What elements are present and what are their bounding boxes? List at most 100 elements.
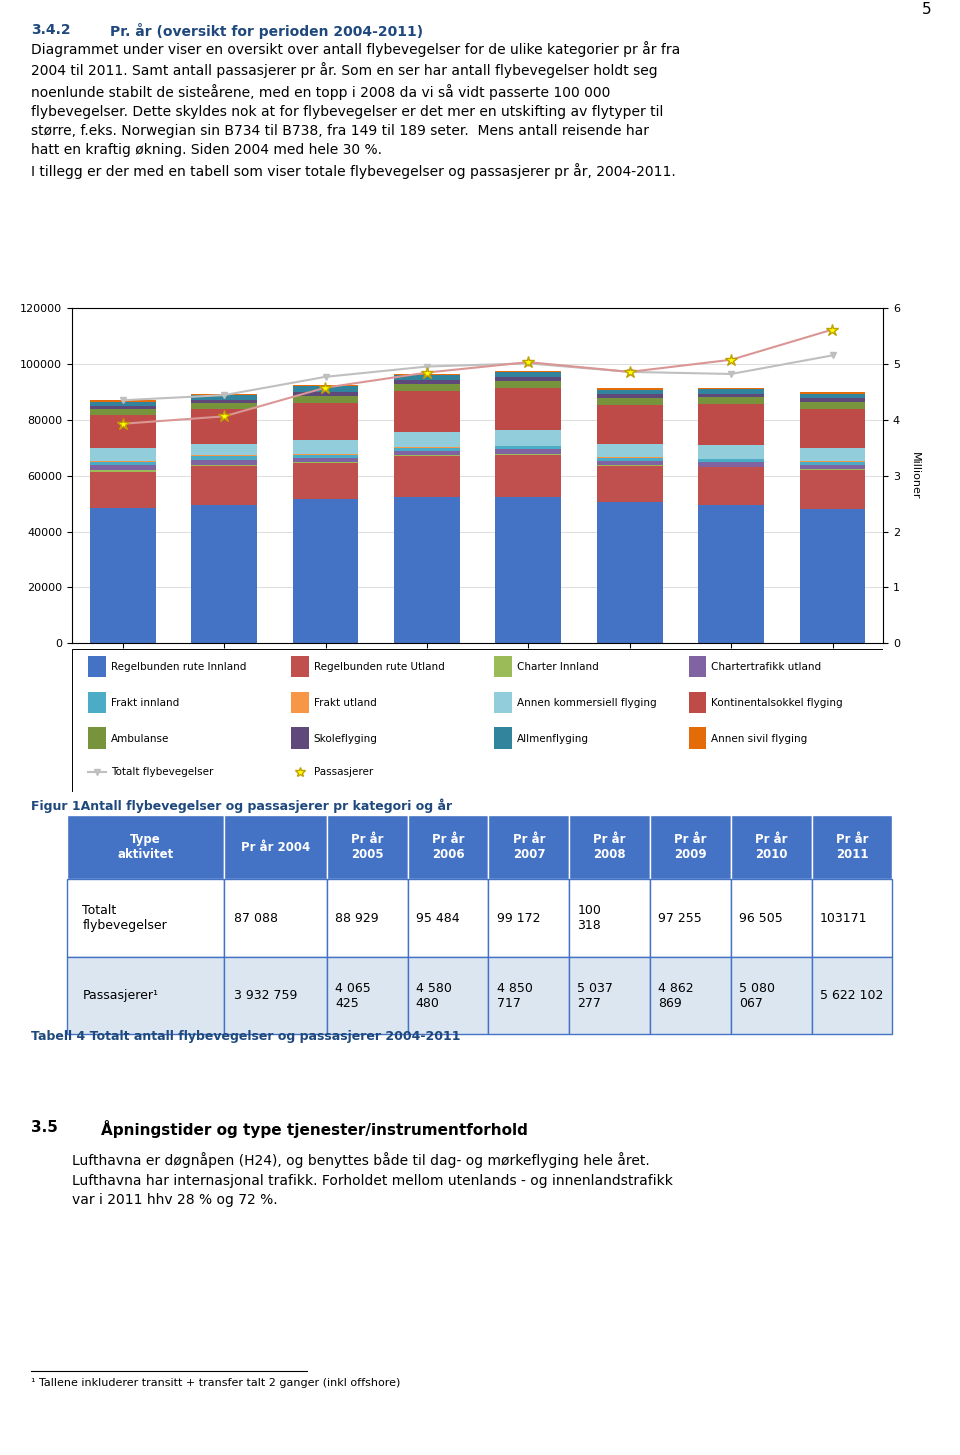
Bar [293,455,358,458]
Text: Annen kommersiell flyging: Annen kommersiell flyging [516,698,657,709]
Bar [191,457,257,460]
Text: Kontinentalsokkel flyging: Kontinentalsokkel flyging [711,698,843,709]
Text: 3.4.2: 3.4.2 [31,23,70,38]
Passasjerer [827,320,838,338]
Bar [394,375,460,380]
Bar [191,505,257,643]
Bar [800,393,866,399]
Bar [191,396,257,400]
Totalt flybevegelser [827,346,838,364]
Bar [293,391,358,396]
Bar [191,400,257,403]
Bar [688,691,707,713]
Bar [597,444,662,457]
Bar [493,691,512,713]
Totalt flybevegelser [726,365,737,383]
Bar [191,403,257,409]
Bar [293,396,358,403]
Text: Frakt innland: Frakt innland [111,698,180,709]
Text: Lufthavna er døgnåpen (H24), og benyttes både til dag- og mørkeflyging hele året: Lufthavna er døgnåpen (H24), og benyttes… [72,1152,673,1208]
Text: Totalt flybevegelser: Totalt flybevegelser [111,767,213,777]
Bar [495,431,562,445]
Bar [597,458,662,461]
FancyBboxPatch shape [72,649,883,792]
Text: 3.5: 3.5 [31,1120,58,1135]
Totalt flybevegelser [624,364,636,381]
Text: Frakt utland: Frakt utland [314,698,376,709]
Bar [89,448,156,461]
Text: Regelbunden rute Innland: Regelbunden rute Innland [111,662,247,672]
Bar [698,460,764,463]
Totalt flybevegelser [218,387,229,404]
Bar [394,384,460,391]
Text: 5: 5 [922,1,931,17]
Totalt flybevegelser [117,391,129,409]
Bar [191,460,257,464]
Text: Figur 1Antall flybevegelser og passasjerer pr kategori og år: Figur 1Antall flybevegelser og passasjer… [31,799,452,813]
Text: Skoleflyging: Skoleflyging [314,733,377,744]
Bar [800,509,866,643]
Passasjerer [117,415,129,432]
Bar [293,386,358,391]
Text: Charter Innland: Charter Innland [516,662,598,672]
Bar [688,728,707,749]
Bar [89,508,156,643]
Bar [495,496,562,643]
Bar [800,466,866,470]
Bar [800,402,866,409]
Y-axis label: Millioner: Millioner [909,453,920,499]
Bar [495,447,562,450]
Text: Allmenflyging: Allmenflyging [516,733,588,744]
Bar [495,372,562,377]
Bar [394,457,460,496]
Bar [88,728,106,749]
Text: ¹ Tallene inkluderer transitt + transfer talt 2 ganger (inkl offshore): ¹ Tallene inkluderer transitt + transfer… [31,1378,400,1388]
Bar [495,377,562,381]
Bar [800,470,866,509]
Bar [698,397,764,404]
Bar [293,441,358,454]
Text: Ambulanse: Ambulanse [111,733,169,744]
Bar [698,467,764,505]
Text: Pr. år (oversikt for perioden 2004-2011): Pr. år (oversikt for perioden 2004-2011) [110,23,423,39]
Bar [89,409,156,415]
Line: Totalt flybevegelser: Totalt flybevegelser [119,352,836,403]
Passasjerer [218,407,229,425]
Text: Åpningstider og type tjenester/instrumentforhold: Åpningstider og type tjenester/instrumen… [101,1120,528,1138]
Bar [698,505,764,643]
Bar [191,444,257,455]
Bar [293,458,358,463]
Bar [88,656,106,678]
Bar [495,455,562,496]
Bar [291,656,309,678]
Bar [394,451,460,455]
Bar [800,448,866,461]
Bar [800,409,866,448]
Bar [597,466,662,502]
Bar [800,399,866,402]
Bar [394,432,460,447]
Bar [291,728,309,749]
Line: Passasjerer: Passasjerer [116,323,839,431]
Bar [493,728,512,749]
Bar [597,394,662,399]
Bar [698,388,764,393]
Bar [597,390,662,394]
Bar [597,502,662,643]
Bar [495,381,562,388]
Passasjerer [726,351,737,368]
Bar [293,463,358,499]
Bar [597,399,662,404]
Bar [698,445,764,458]
Bar [89,415,156,448]
Bar [394,496,460,643]
Bar [493,656,512,678]
Bar [495,388,562,431]
Bar [597,404,662,444]
Totalt flybevegelser [421,358,433,375]
Bar [191,466,257,505]
Bar [88,691,106,713]
Passasjerer [522,354,534,371]
Bar [688,656,707,678]
Bar [191,409,257,444]
